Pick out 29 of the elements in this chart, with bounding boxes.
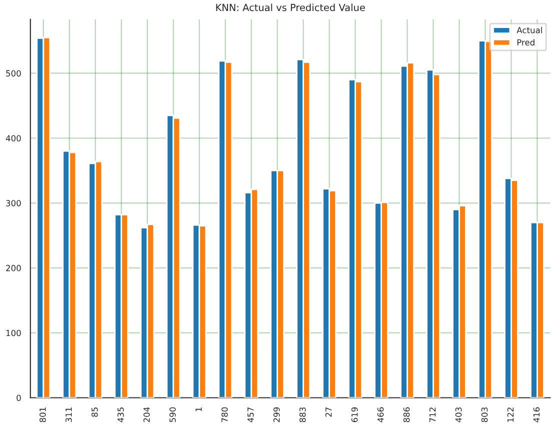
- x-tick-label: 886: [403, 407, 410, 422]
- x-tick-label: 883: [299, 407, 306, 422]
- x-tick-label: 311: [66, 408, 72, 422]
- x-tick-label: 619: [351, 407, 358, 422]
- x-tick-label: 801: [40, 408, 46, 422]
- x-tick-label: 712: [429, 408, 436, 422]
- y-tick-label: 0: [16, 394, 21, 402]
- x-tick-label: 466: [377, 407, 384, 422]
- y-tick-label: 500: [6, 70, 21, 77]
- chart-title: KNN: Actual vs Predicted Value: [216, 4, 365, 12]
- y-tick-label: 400: [6, 135, 21, 142]
- x-tick-label: 85: [92, 408, 98, 417]
- x-tick-label: 1: [196, 408, 202, 412]
- y-tick-label: 200: [6, 264, 21, 272]
- x-tick-label: 122: [507, 408, 514, 422]
- x-tick-label: 457: [248, 407, 254, 422]
- x-tick-label: 27: [325, 407, 332, 417]
- x-tick-label: 299: [273, 407, 280, 422]
- x-tick-label: 204: [143, 407, 150, 422]
- x-tick-label: 803: [481, 407, 488, 422]
- x-tick-label: 435: [118, 408, 124, 422]
- x-tick-label: 590: [169, 407, 176, 422]
- legend-label: Actual: [516, 26, 542, 34]
- legend-label: Pred: [517, 39, 534, 46]
- y-tick-label: 100: [6, 330, 21, 336]
- x-tick-label: 416: [533, 407, 540, 422]
- y-tick-label: 300: [6, 200, 21, 206]
- x-tick-label: 780: [221, 407, 228, 422]
- x-tick-label: 403: [455, 407, 462, 422]
